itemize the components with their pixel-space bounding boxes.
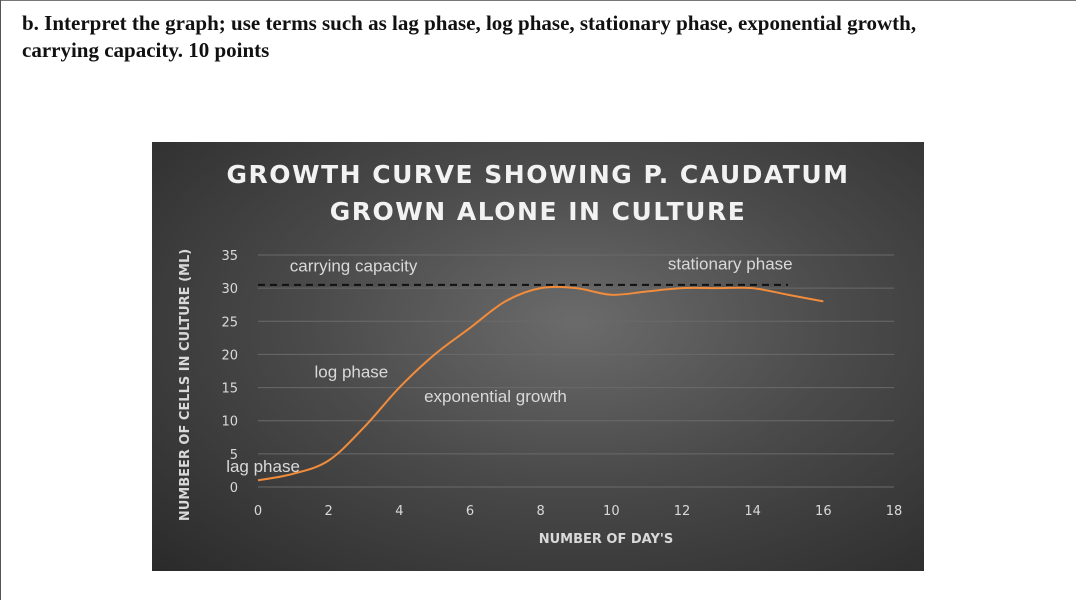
x-tick-label-8: 16 — [815, 504, 832, 519]
chart-panel: GROWTH CURVE SHOWING P. CAUDATUM GROWN A… — [152, 142, 924, 571]
x-tick-label-2: 4 — [395, 504, 403, 519]
growth-curve-chart: 0 5 10 15 20 25 30 35 0 2 4 6 8 10 12 14 16 18 NUMBER OF D… — [178, 249, 903, 547]
page-top-rule — [0, 0, 1076, 1]
annotation-label-4: lag phase — [226, 457, 300, 476]
annotation-label-2: log phase — [315, 363, 389, 382]
question-line-2: carrying capacity. 10 points — [22, 38, 270, 62]
question-text: b. Interpret the graph; use terms such a… — [22, 10, 1062, 64]
x-tick-label-1: 2 — [325, 504, 333, 519]
x-tick-label-4: 8 — [537, 504, 545, 519]
y-tick-label-1: 5 — [230, 448, 238, 463]
y-tick-label-7: 35 — [221, 249, 238, 264]
annotation-label-1: stationary phase — [668, 255, 793, 274]
chart-title-line-2: GROWN ALONE IN CULTURE — [329, 197, 747, 226]
question-line-1: b. Interpret the graph; use terms such a… — [22, 11, 917, 35]
x-axis-title: NUMBER OF DAY'S — [539, 532, 674, 547]
y-tick-label-3: 15 — [221, 382, 238, 397]
x-tick-label-9: 18 — [886, 504, 903, 519]
annotation-label-0: carrying capacity — [290, 257, 418, 276]
x-tick-label-3: 6 — [466, 504, 474, 519]
y-tick-label-5: 25 — [221, 315, 238, 330]
x-tick-label-5: 10 — [603, 504, 620, 519]
x-tick-label-6: 12 — [674, 504, 691, 519]
y-tick-label-4: 20 — [221, 348, 238, 363]
x-tick-label-7: 14 — [744, 504, 761, 519]
y-axis-title: NUMBEER OF CELLS IN CULTURE (ML) — [178, 249, 193, 521]
annotation-label-3: exponential growth — [424, 387, 567, 406]
y-tick-label-2: 10 — [221, 415, 238, 430]
y-tick-label-0: 0 — [230, 481, 238, 496]
growth-series-line — [257, 285, 824, 482]
page-left-rule — [0, 0, 1, 600]
chart-title-line-1: GROWTH CURVE SHOWING P. CAUDATUM — [226, 160, 850, 189]
y-tick-label-6: 30 — [221, 282, 238, 297]
x-tick-label-0: 0 — [254, 504, 262, 519]
